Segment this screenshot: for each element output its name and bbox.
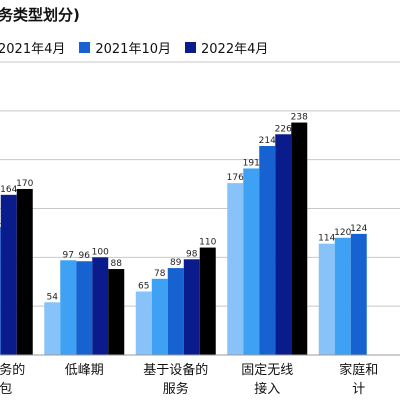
bar [60, 260, 77, 355]
bar [318, 243, 335, 355]
category-label: 低峰期 [65, 363, 104, 378]
bar [0, 194, 17, 355]
category-label: 接入 [254, 381, 280, 397]
data-label: 124 [350, 224, 367, 234]
category-label: 计 [352, 382, 365, 397]
category-label: 固定无线 [241, 363, 293, 378]
bar [16, 188, 33, 355]
bar [108, 269, 125, 355]
data-label: 170 [16, 179, 33, 189]
data-label: 65 [138, 282, 149, 292]
data-label: 98 [186, 249, 198, 259]
bar [151, 278, 168, 355]
bar [199, 247, 216, 355]
legend-item-2021-04: 2021年4月 [0, 38, 65, 57]
bar [291, 122, 308, 355]
data-label: 131 [0, 217, 1, 227]
data-label: 88 [111, 259, 123, 269]
data-label: 54 [47, 292, 59, 302]
bar [76, 261, 93, 355]
bar [334, 237, 351, 355]
category-label: 基于设备的 [143, 362, 208, 378]
chart-title: 务类型划分) [0, 6, 80, 24]
data-label: 120 [334, 228, 351, 238]
data-label: 164 [0, 185, 17, 195]
bar [167, 268, 184, 355]
data-label: 96 [79, 251, 91, 261]
data-label: 226 [275, 124, 292, 134]
category-label: 基于服务的 [0, 362, 25, 378]
data-label: 78 [154, 269, 166, 279]
legend-item-2021-10: 2021年10月 [79, 38, 171, 57]
data-label: 100 [92, 247, 109, 257]
bar [275, 134, 292, 355]
bar [243, 168, 260, 355]
data-label: 114 [318, 234, 335, 244]
legend-item-2022-04: 2022年4月 [185, 38, 268, 57]
legend: 2021年4月 2021年10月 2022年4月 [0, 38, 268, 57]
data-label: 176 [227, 173, 244, 183]
legend-label: 2021年10月 [95, 42, 171, 57]
data-label: 238 [291, 113, 308, 123]
data-label: 97 [63, 250, 74, 260]
bar [350, 233, 367, 355]
legend-label: 2021年4月 [0, 42, 66, 57]
data-label: 214 [259, 136, 276, 146]
bar [0, 227, 1, 355]
category-label: 家庭和 [339, 362, 378, 378]
bar [259, 145, 276, 355]
category-label: 连接包 [0, 381, 12, 397]
data-label: 191 [243, 158, 260, 168]
bar [183, 259, 200, 355]
bar [92, 257, 109, 355]
legend-swatch [185, 42, 196, 53]
legend-swatch [79, 42, 91, 53]
bar [135, 291, 152, 355]
bar [44, 302, 61, 355]
category-label: 服务 [163, 381, 189, 397]
legend-label: 2022年4月 [201, 42, 269, 57]
bar [227, 183, 244, 355]
data-label: 89 [170, 258, 182, 268]
data-label: 110 [199, 238, 216, 248]
